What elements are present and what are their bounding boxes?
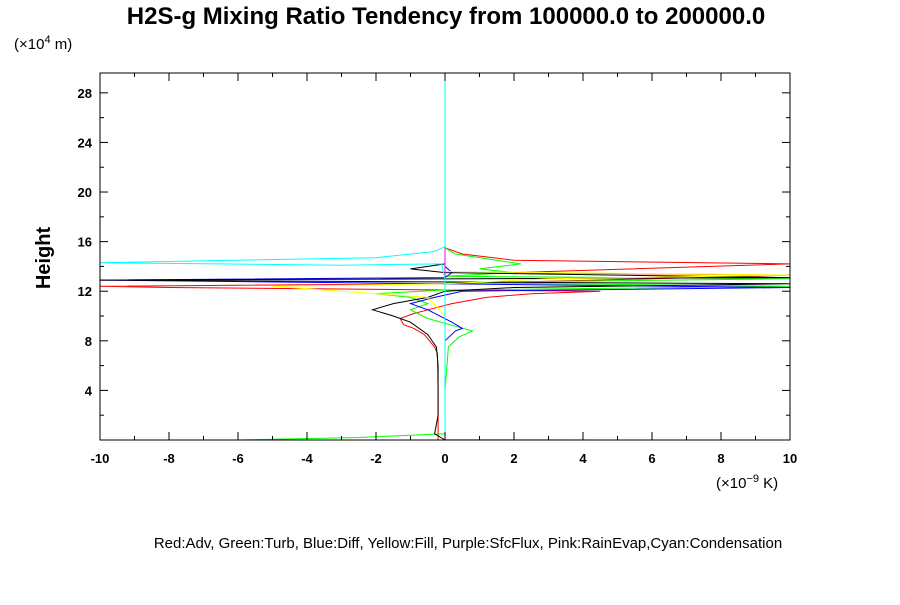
series-line-4 [99,73,791,441]
x-unit-label: (×10−9 K) [716,473,778,492]
x-tick-label: 6 [648,451,655,466]
y-tick-label: 24 [78,135,93,150]
x-tick-label: 0 [441,451,448,466]
series-line-2 [237,73,791,441]
x-tick-label: 8 [717,451,724,466]
y-unit-label: (×104 m) [14,34,72,53]
x-tick-label: -8 [163,451,175,466]
x-tick-label: -4 [301,451,313,466]
y-tick-label: 28 [78,86,92,101]
x-tick-label: -10 [91,451,110,466]
plot-lines [99,73,791,441]
y-tick-label: 12 [78,284,92,299]
y-axis-title: Height [33,227,55,290]
x-tick-label: -2 [370,451,382,466]
y-tick-label: 4 [85,383,93,398]
series-line-8 [99,73,446,440]
series-line-5 [272,73,791,440]
x-tick-label: 4 [579,451,587,466]
series-line-6 [162,73,601,441]
y-tick-label: 8 [85,334,92,349]
x-tick-label: -6 [232,451,244,466]
y-tick-label: 16 [78,235,92,250]
y-tick-label: 20 [78,185,92,200]
legend-text: Red:Adv, Green:Turb, Blue:Diff, Yellow:F… [154,535,782,552]
series-line-1 [99,73,791,440]
x-tick-label: 10 [783,451,797,466]
series-line-3 [99,73,791,440]
chart-title: H2S-g Mixing Ratio Tendency from 100000.… [127,3,765,30]
x-tick-label: 2 [510,451,517,466]
